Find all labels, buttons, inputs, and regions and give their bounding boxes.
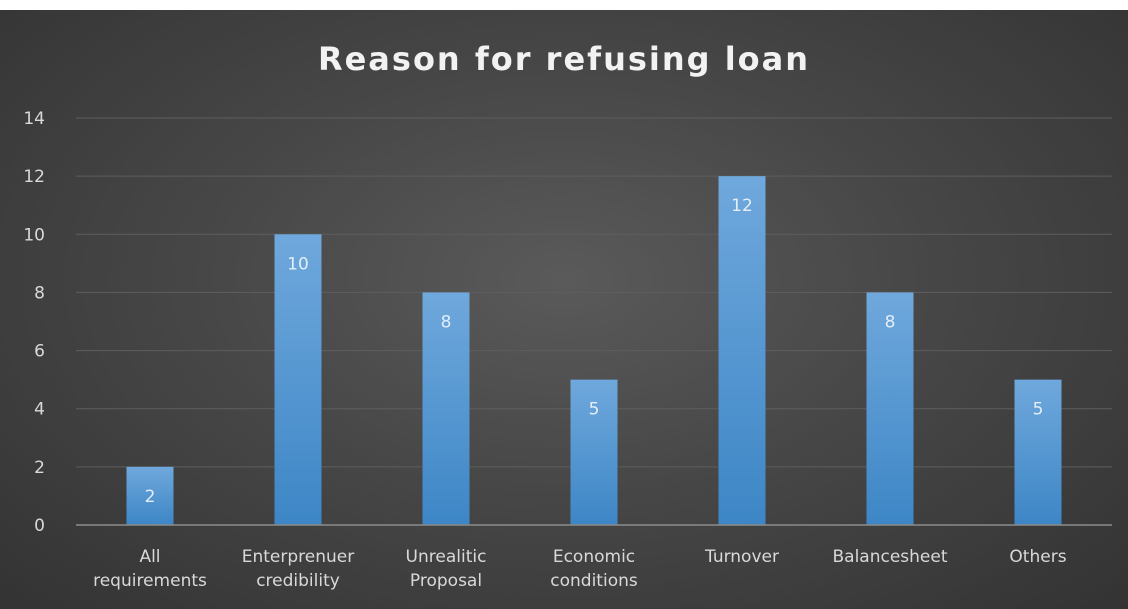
y-tick-label: 4 bbox=[34, 400, 45, 420]
y-tick-label: 6 bbox=[34, 342, 45, 362]
x-category-label: requirements bbox=[93, 571, 207, 591]
x-category-label: Proposal bbox=[410, 571, 482, 591]
y-tick-label: 12 bbox=[23, 167, 45, 187]
x-category-label: Unrealitic bbox=[406, 547, 487, 567]
x-category-label: Enterprenuer bbox=[242, 547, 355, 567]
bar bbox=[866, 292, 914, 525]
x-category-label: Balancesheet bbox=[832, 547, 947, 567]
bar bbox=[274, 234, 322, 526]
bar-value-label: 5 bbox=[589, 400, 600, 420]
bar bbox=[718, 176, 766, 525]
x-category-label: credibility bbox=[256, 571, 340, 591]
gridlines bbox=[76, 117, 1112, 468]
y-tick-label: 14 bbox=[23, 109, 45, 129]
bar-value-label: 12 bbox=[731, 196, 753, 216]
bar-value-label: 8 bbox=[885, 312, 896, 332]
chart-area: Reason for refusing loan bbox=[0, 10, 1128, 609]
bar bbox=[126, 466, 174, 525]
x-category-label: Others bbox=[1009, 547, 1066, 567]
chart-title: Reason for refusing loan bbox=[317, 40, 811, 78]
bar bbox=[570, 379, 618, 525]
bar bbox=[422, 292, 470, 525]
x-category-label: conditions bbox=[550, 571, 638, 591]
x-category-label: Turnover bbox=[704, 547, 779, 567]
bar-value-label: 2 bbox=[145, 487, 156, 507]
bar bbox=[1014, 379, 1062, 525]
bar-value-label: 8 bbox=[441, 312, 452, 332]
y-tick-label: 10 bbox=[23, 225, 45, 245]
bar-value-label: 5 bbox=[1033, 400, 1044, 420]
y-tick-label: 8 bbox=[34, 283, 45, 303]
x-category-label: Economic bbox=[553, 547, 635, 567]
bars bbox=[126, 176, 1062, 526]
x-category-label: All bbox=[139, 547, 160, 567]
labels: 0 2 4 6 8 10 12 14 2 All requirements 10 Enterprenue… bbox=[23, 109, 1066, 591]
bar-value-label: 10 bbox=[287, 254, 309, 274]
y-tick-label: 0 bbox=[34, 516, 45, 536]
y-tick-label: 2 bbox=[34, 458, 45, 478]
